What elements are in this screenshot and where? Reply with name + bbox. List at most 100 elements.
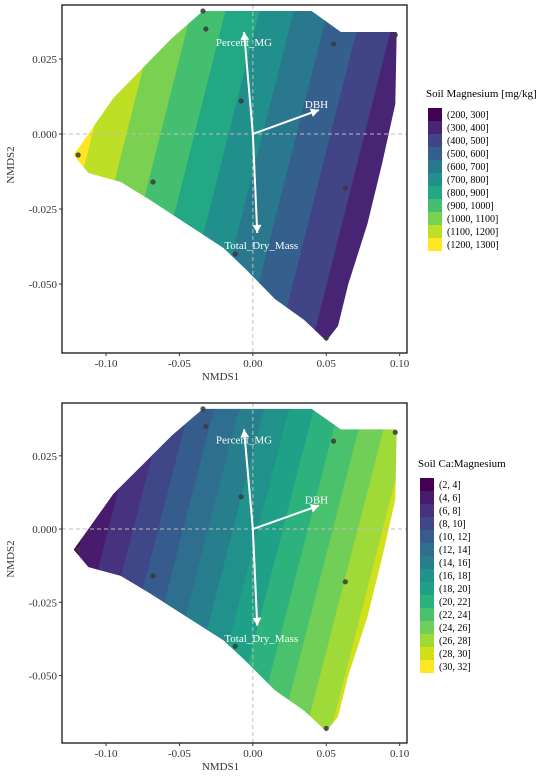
legend-swatch — [420, 478, 434, 491]
x-tick-label: 0.00 — [243, 358, 263, 370]
vector-arrow — [243, 31, 254, 135]
legend-swatch — [420, 647, 434, 660]
sample-point — [150, 179, 156, 185]
legend-entry: (6, 8] — [439, 506, 461, 517]
sample-point — [238, 98, 244, 104]
contour-band — [233, 11, 372, 341]
vector-arrowhead — [309, 108, 319, 117]
legend-swatch — [420, 530, 434, 543]
vector-arrowhead — [252, 224, 262, 233]
sample-point — [150, 573, 156, 579]
chart-panel-1: Percent_MG DBH Total_Dry_Mass -0.10 -0.05 0.0… — [5, 4, 537, 383]
legend-swatch — [428, 173, 442, 186]
legend-entry: (24, 26] — [439, 623, 471, 634]
sample-point — [392, 429, 398, 435]
legend-swatch — [428, 199, 442, 212]
legend-entry: (700, 800] — [447, 175, 489, 186]
x-tick-label: -0.05 — [168, 748, 191, 760]
sample-point — [203, 423, 209, 430]
legend-entry: (20, 22] — [439, 597, 471, 608]
vector-arrowhead — [240, 429, 250, 438]
legend-swatch — [420, 634, 434, 647]
sample-point — [330, 41, 337, 47]
x-axis-label: NMDS1 — [202, 761, 239, 773]
sample-point — [200, 406, 206, 412]
legend-entry: (12, 14] — [439, 545, 471, 556]
legend-entry: (14, 16] — [439, 558, 471, 569]
legend-swatch — [420, 543, 434, 556]
legend-swatch — [428, 212, 442, 225]
vector-arrow — [251, 133, 259, 234]
sample-point — [200, 8, 206, 14]
legend-entry: (1100, 1200] — [447, 227, 498, 238]
y-tick-label: 0.000 — [32, 129, 57, 141]
legend-entry: (28, 30] — [439, 649, 471, 660]
legend-swatch — [428, 238, 442, 251]
contour-band — [301, 11, 397, 341]
vector-label: Total_Dry_Mass — [224, 240, 298, 252]
legend-entry: (4, 6] — [439, 493, 461, 504]
legend-swatch — [428, 121, 442, 134]
y-axis-label: NMDS2 — [5, 540, 17, 577]
legend-entry: (8, 10] — [439, 519, 466, 530]
legend-swatch — [428, 186, 442, 199]
vector-label: Percent_MG — [216, 37, 272, 49]
vector-arrowhead — [240, 32, 250, 41]
legend-title: Soil Ca:Magnesium — [418, 458, 506, 470]
y-tick-label: -0.025 — [29, 597, 58, 609]
legend-entry: (10, 12] — [439, 532, 471, 543]
sample-point — [232, 251, 238, 257]
chart-panel-2: Percent_MG DBH Total_Dry_Mass -0.10 -0.05 0.0… — [5, 402, 506, 773]
legend-entry: (30, 32] — [439, 662, 471, 673]
y-tick-label: -0.050 — [29, 671, 58, 683]
x-tick-label: -0.10 — [95, 358, 118, 370]
legend-swatch — [420, 504, 434, 517]
legend-swatch — [420, 517, 434, 530]
legend-entry: (500, 600] — [447, 149, 489, 160]
legend-entry: (300, 400] — [447, 123, 489, 134]
legend-swatch — [420, 556, 434, 569]
legend-swatch — [428, 134, 442, 147]
x-tick-label: 0.00 — [243, 748, 263, 760]
contour-fill — [73, 11, 397, 341]
contour-band — [270, 408, 397, 732]
y-tick-label: 0.025 — [32, 451, 57, 463]
vector-label: DBH — [305, 99, 328, 111]
sample-point — [392, 32, 398, 38]
y-tick-label: -0.050 — [29, 279, 58, 291]
vector-label: Percent_MG — [216, 434, 272, 446]
vector-label: DBH — [305, 495, 328, 507]
x-tick-label: -0.10 — [95, 748, 118, 760]
legend-entry: (1000, 1100] — [447, 214, 498, 225]
legend-entry: (2, 4] — [439, 480, 461, 491]
sample-point — [75, 152, 81, 158]
legend-title: Soil Magnesium [mg/kg] — [426, 88, 537, 100]
legend-entry: (26, 28] — [439, 636, 471, 647]
x-tick-label: 0.05 — [317, 748, 337, 760]
sample-point — [323, 335, 329, 341]
y-tick-label: 0.025 — [32, 54, 57, 66]
legend-entry: (18, 20] — [439, 584, 471, 595]
x-axis-label: NMDS1 — [202, 371, 239, 383]
legend-swatch — [420, 660, 434, 673]
sample-point — [342, 579, 348, 585]
legend-swatch — [428, 160, 442, 173]
vector-arrow — [243, 429, 254, 530]
legend-swatch — [428, 225, 442, 238]
legend: Soil Magnesium [mg/kg] (200, 300] (300, 40… — [426, 88, 537, 251]
legend-entry: (22, 24] — [439, 610, 471, 621]
vector-arrow — [252, 504, 320, 530]
legend-swatch — [420, 621, 434, 634]
sample-point — [238, 494, 244, 500]
y-axis-label: NMDS2 — [5, 146, 17, 183]
legend-swatch — [420, 582, 434, 595]
sample-point — [323, 725, 329, 731]
contour-band — [295, 408, 397, 732]
contour-band — [73, 11, 134, 341]
legend-entry: (200, 300] — [447, 110, 489, 121]
legend-entry: (600, 700] — [447, 162, 489, 173]
vector-label: Total_Dry_Mass — [224, 633, 298, 645]
sample-point — [330, 438, 337, 444]
